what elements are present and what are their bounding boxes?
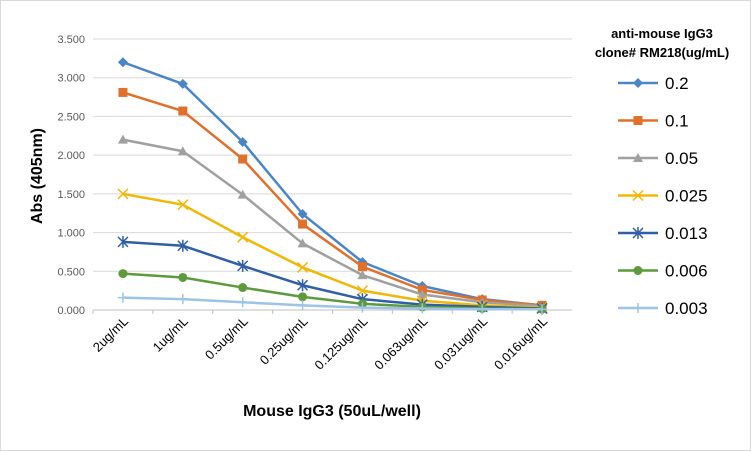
data-point (298, 292, 308, 302)
data-point (177, 294, 188, 305)
x-tick-label: 0.016ug/mL (491, 314, 550, 373)
data-point (417, 289, 428, 299)
data-point (417, 303, 428, 314)
series-line (122, 240, 543, 310)
legend-label: 0.006 (665, 262, 708, 281)
legend-item: 0.05 (618, 149, 698, 168)
data-point (117, 292, 128, 303)
data-point (177, 199, 189, 211)
y-tick-label: 3.000 (57, 73, 85, 85)
data-point (356, 285, 368, 297)
data-point (297, 279, 309, 292)
y-tick-label: 2.000 (57, 150, 85, 162)
series-line (122, 192, 543, 309)
x-tick-label: 0.031ug/mL (431, 314, 490, 373)
data-point (117, 57, 128, 68)
y-tick-label: 1.500 (57, 189, 85, 201)
series-line (122, 91, 543, 307)
gridlines (93, 38, 572, 311)
data-point (238, 154, 248, 164)
legend-title: anti-mouse IgG3 (611, 26, 713, 41)
data-point (297, 300, 308, 311)
legend-label: 0.025 (665, 187, 708, 206)
legend-title: clone# RM218(ug/mL) (595, 45, 729, 60)
data-point (633, 303, 643, 313)
data-point (477, 304, 488, 315)
data-point (177, 78, 188, 89)
data-point (297, 238, 308, 248)
data-point (357, 262, 367, 272)
y-tick-label: 0.500 (57, 266, 85, 278)
series-line (122, 296, 543, 311)
y-tick-label: 3.500 (57, 34, 85, 46)
data-point (117, 235, 129, 248)
legend-item: 0.013 (618, 224, 708, 243)
x-tick-labels: 2ug/mL 1ug/mL 0.5ug/mL 0.25ug/mL 0.125ug/mL 0… (90, 310, 550, 373)
x-tick-label: 2ug/mL (90, 314, 131, 355)
data-point (237, 189, 248, 199)
x-tick-label: 0.5ug/mL (202, 314, 251, 363)
y-tick-labels: 0.000 0.500 1.000 1.500 2.000 2.500 3.000 3.500 (57, 34, 85, 317)
x-tick-label: 0.25ug/mL (257, 314, 311, 368)
data-point (632, 189, 644, 202)
y-tick-label: 2.500 (57, 111, 85, 123)
data-point (633, 266, 643, 275)
data-point (357, 270, 368, 280)
legend-label: 0.013 (665, 224, 708, 243)
series-0.2 (117, 57, 548, 311)
data-point (237, 297, 248, 308)
legend-item: 0.006 (618, 262, 708, 281)
data-point (237, 259, 249, 272)
x-tick-label: 1ug/mL (150, 314, 191, 355)
x-axis-title: Mouse IgG3 (50uL/well) (243, 403, 421, 420)
legend: anti-mouse IgG3 clone# RM218(ug/mL) 0.2 0.1… (595, 26, 729, 318)
legend-label: 0.2 (665, 74, 689, 93)
y-axis-title: Abs (405nm) (29, 128, 46, 224)
data-point (118, 269, 128, 279)
legend-item: 0.003 (618, 299, 708, 318)
data-point (632, 227, 644, 239)
series-group (117, 57, 548, 315)
x-tick-label: 0.063ug/mL (371, 314, 430, 373)
legend-item: 0.1 (618, 112, 689, 131)
y-tick-label: 1.000 (57, 228, 85, 240)
data-point (237, 231, 249, 243)
data-point (238, 283, 248, 293)
data-point (117, 134, 128, 144)
legend-item: 0.025 (618, 187, 708, 206)
data-point (297, 261, 309, 273)
legend-label: 0.003 (665, 299, 708, 318)
legend-label: 0.1 (665, 112, 689, 131)
data-point (298, 219, 308, 229)
series-0.05 (117, 134, 548, 311)
data-point (633, 78, 643, 88)
data-point (357, 302, 368, 313)
data-point (537, 304, 548, 315)
legend-label: 0.05 (665, 149, 698, 168)
data-point (178, 272, 188, 282)
data-point (297, 208, 308, 219)
data-point (118, 87, 128, 97)
y-tick-label: 0.000 (57, 305, 85, 317)
x-tick-label: 0.125ug/mL (311, 314, 370, 373)
data-point (237, 136, 248, 147)
data-point (117, 188, 129, 200)
data-point (177, 146, 188, 156)
data-point (633, 153, 643, 162)
data-point (177, 239, 189, 252)
series-0.003 (117, 292, 548, 315)
series-line (122, 138, 543, 308)
data-point (633, 116, 643, 125)
data-point (178, 106, 188, 116)
series-line (122, 61, 543, 307)
legend-item: 0.2 (618, 74, 689, 93)
